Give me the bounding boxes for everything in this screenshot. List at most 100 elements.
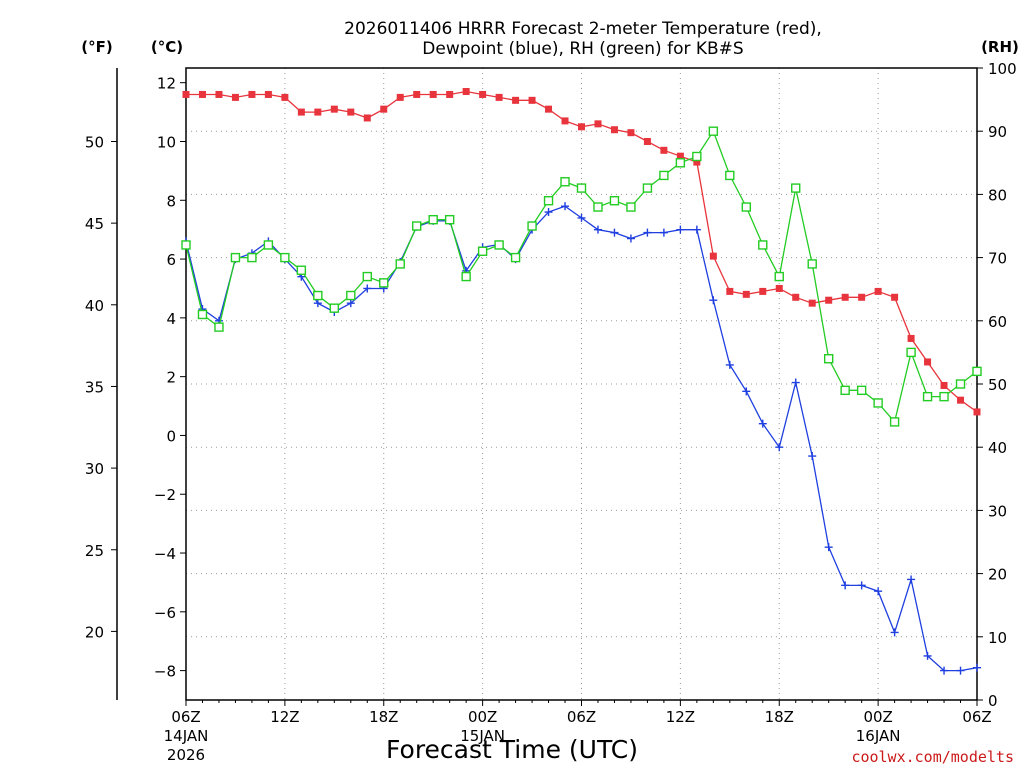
celsius-tick-label: 6: [166, 251, 176, 269]
dewpoint-point: [956, 666, 965, 675]
dewpoint-point: [610, 228, 619, 237]
dewpoint-point: [577, 213, 586, 222]
rh-point: [428, 214, 438, 225]
temperature-point: [231, 93, 239, 101]
temperature-point: [314, 108, 322, 116]
temperature-point: [907, 334, 915, 342]
x-tick-label: 12Z: [666, 708, 695, 726]
rh-point: [263, 240, 274, 250]
celsius-tick-label: 12: [157, 75, 176, 93]
rh-point: [247, 252, 257, 263]
rh-tick-label: 80: [988, 186, 1007, 204]
rh-point: [444, 214, 455, 225]
celsius-tick-label: 10: [157, 133, 176, 151]
temperature-point: [759, 287, 767, 295]
celsius-tick-label: −6: [154, 604, 176, 622]
temperature-point: [363, 114, 371, 122]
temperature-point: [182, 90, 190, 98]
celsius-tick-label: 2: [166, 369, 176, 387]
rh-tick-label: 60: [988, 313, 1007, 331]
rh-series: [181, 126, 982, 427]
credit-text: coolwx.com/modelts: [851, 748, 1014, 766]
dewpoint-point: [676, 225, 685, 234]
rh-point: [296, 265, 307, 275]
rh-point: [823, 354, 834, 364]
celsius-tick-label: −4: [154, 545, 176, 563]
rh-point: [906, 347, 916, 358]
temperature-point: [215, 90, 223, 98]
temperature-point: [957, 396, 965, 404]
temperature-point: [660, 146, 668, 154]
dewpoint-point: [874, 587, 883, 596]
celsius-tick-label: −2: [154, 486, 176, 504]
temperature-point: [198, 90, 206, 98]
x-tick-label: 18Z: [765, 708, 794, 726]
rh-point: [972, 366, 982, 377]
dewpoint-point: [626, 234, 635, 243]
x-axis-label: Forecast Time (UTC): [386, 735, 638, 764]
dewpoint-point: [841, 581, 850, 590]
temperature-point: [973, 408, 981, 416]
rh-point: [807, 259, 817, 269]
temperature-point: [841, 293, 849, 301]
dewpoint-point: [923, 651, 932, 660]
rh-tick-label: 30: [988, 502, 1007, 520]
fahrenheit-tick-label: 45: [85, 215, 104, 233]
rh-point: [395, 259, 405, 269]
dewpoint-point: [593, 225, 602, 234]
chart-title-line1: 2026011406 HRRR Forecast 2-meter Tempera…: [344, 19, 822, 39]
temperature-point: [248, 90, 256, 98]
temperature-point: [297, 108, 305, 116]
dewpoint-point: [561, 202, 570, 211]
temperature-point: [808, 299, 816, 307]
rh-tick-label: 0: [988, 692, 998, 710]
dewpoint-point: [363, 284, 372, 293]
rh-point: [840, 385, 850, 396]
rh-point: [791, 183, 801, 193]
rh-point: [510, 252, 521, 263]
x-tick-year-label: 2026: [167, 746, 205, 764]
x-tick-date-label: 16JAN: [856, 727, 901, 745]
rh-point: [741, 202, 751, 212]
x-tick-label: 06Z: [171, 708, 200, 726]
rh-tick-label: 50: [988, 376, 1007, 394]
temperature-point: [775, 284, 783, 292]
temperature-point: [610, 126, 618, 134]
axes: [111, 67, 983, 706]
rh-point: [659, 170, 669, 181]
temperature-point: [264, 90, 272, 98]
dewpoint-point: [742, 387, 751, 396]
dewpoint-point: [313, 299, 322, 308]
dewpoint-point: [940, 666, 949, 675]
temperature-point: [891, 293, 899, 301]
temperature-point: [726, 287, 734, 295]
temperature-point: [413, 90, 421, 98]
rh-tick-label: 70: [988, 250, 1007, 268]
fahrenheit-tick-label: 20: [85, 623, 104, 641]
temperature-point: [792, 293, 800, 301]
rh-point: [362, 271, 372, 282]
rh-point: [461, 271, 471, 282]
rh-point: [642, 183, 653, 193]
temperature-point: [429, 90, 437, 98]
temperature-point: [330, 105, 338, 113]
rh-point: [181, 240, 191, 250]
x-tick-label: 00Z: [863, 708, 892, 726]
rh-point: [889, 417, 900, 427]
x-tick-label: 12Z: [270, 708, 299, 726]
rh-point: [329, 303, 340, 313]
dewpoint-point: [890, 628, 899, 637]
dewpoint-point: [758, 419, 767, 428]
rh-point: [758, 240, 768, 250]
rh-point: [379, 278, 389, 288]
rh-tick-label: 20: [988, 566, 1007, 584]
rh-point: [412, 221, 422, 231]
temperature-point: [742, 290, 750, 298]
rh-tick-label: 10: [988, 629, 1007, 647]
rh-tick-label: 40: [988, 439, 1007, 457]
celsius-tick-label: 0: [166, 427, 176, 445]
dewpoint-point: [725, 360, 734, 369]
fahrenheit-tick-label: 40: [85, 297, 104, 315]
x-tick-label: 06Z: [962, 708, 991, 726]
